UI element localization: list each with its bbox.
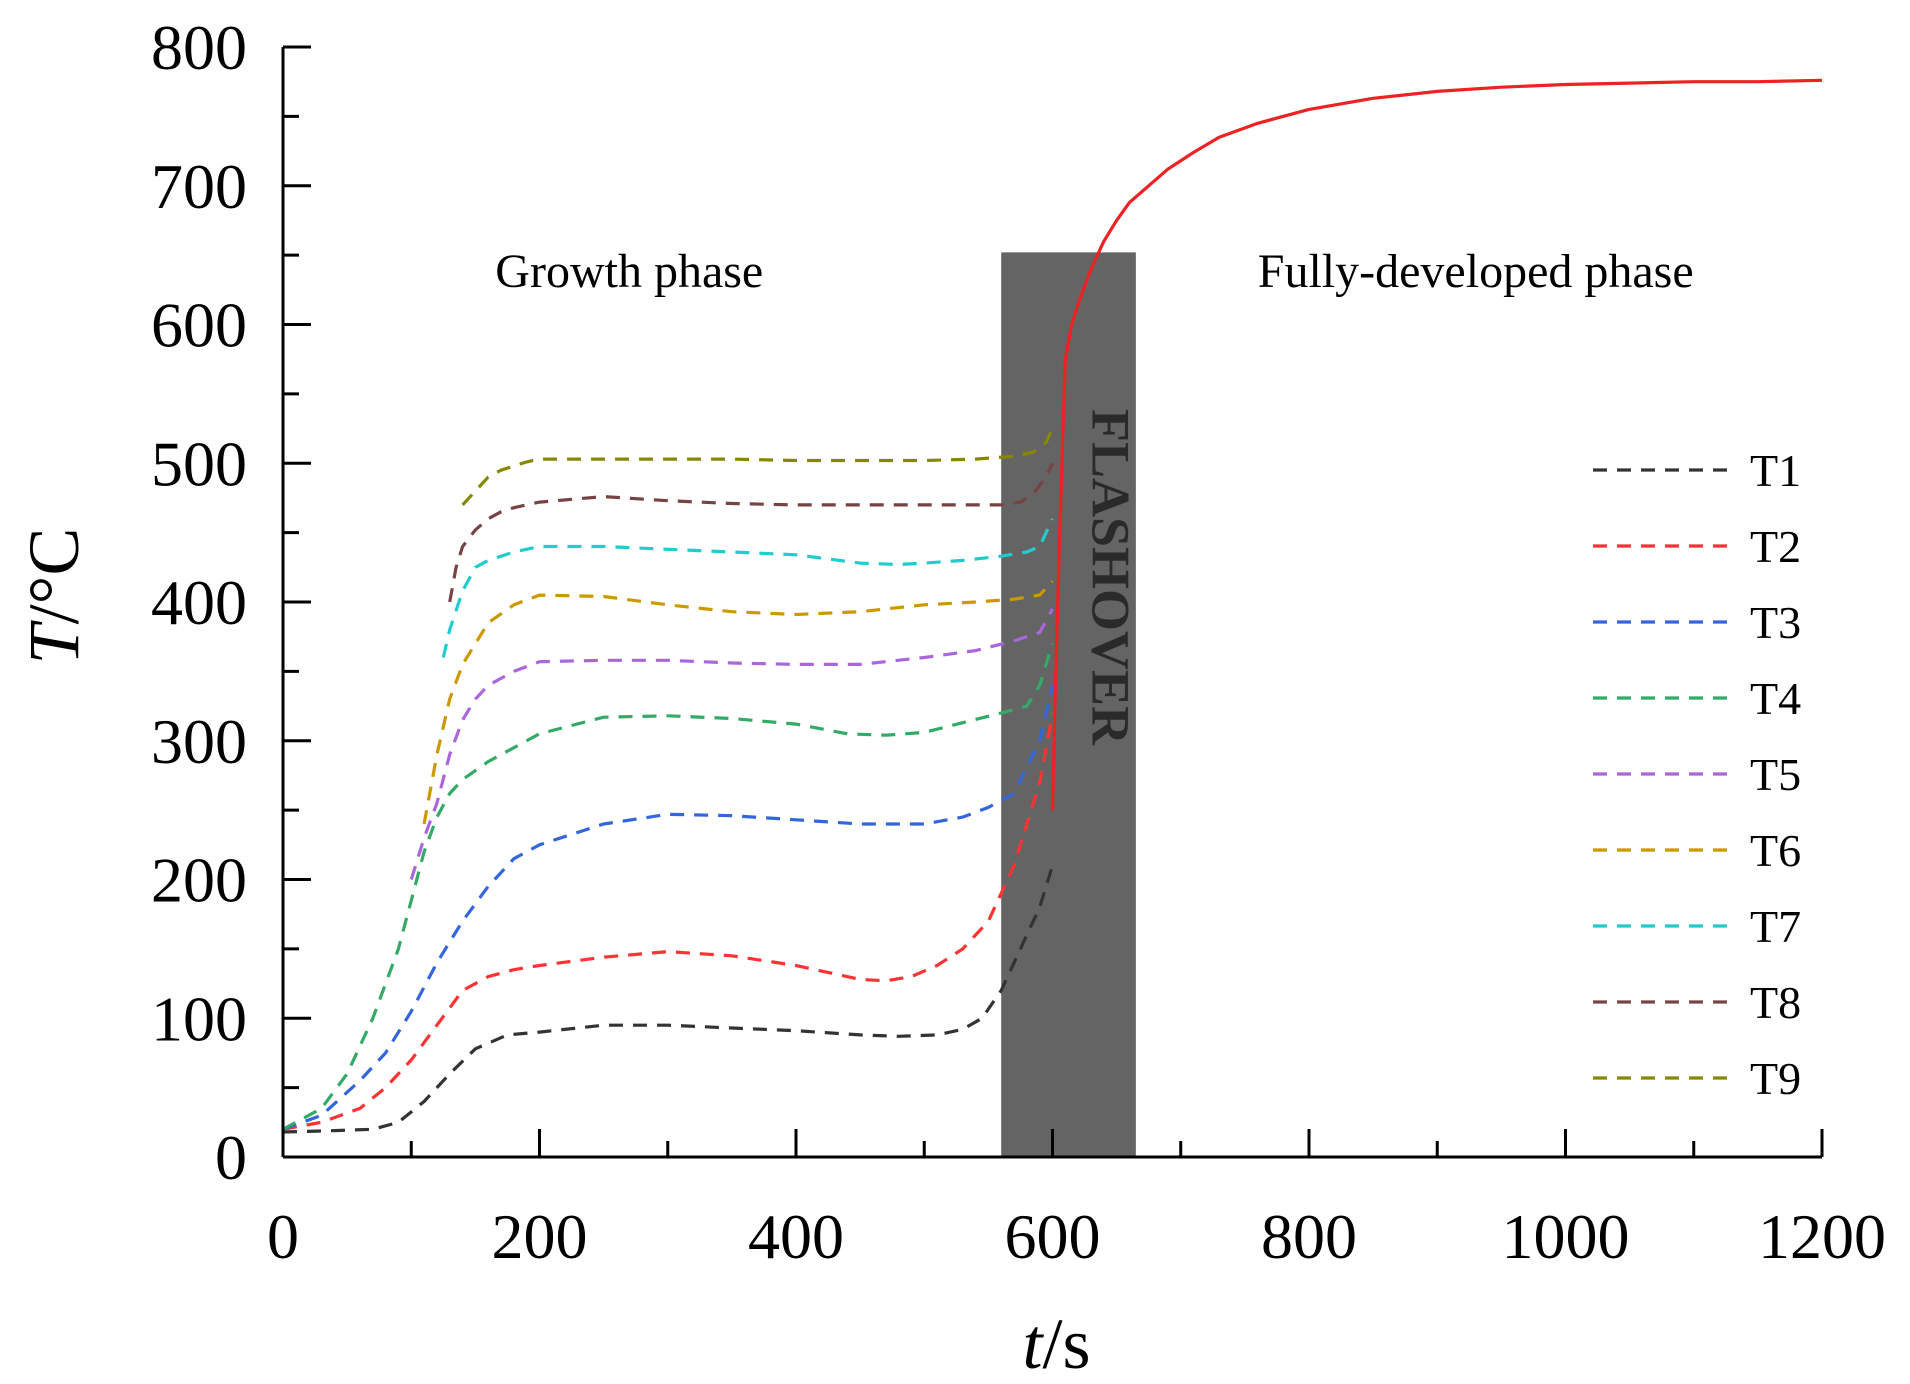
y-tick-label: 300 xyxy=(151,706,247,777)
y-tick-label: 500 xyxy=(151,428,247,499)
x-tick-label: 0 xyxy=(267,1201,299,1272)
y-tick-label: 100 xyxy=(151,983,247,1054)
y-tick-label: 700 xyxy=(151,151,247,222)
series-line-t8 xyxy=(448,462,1054,603)
x-tick-label: 200 xyxy=(492,1201,588,1272)
series-line-t5 xyxy=(409,608,1054,880)
series-line-t1 xyxy=(282,865,1055,1134)
x-tick-label: 1200 xyxy=(1758,1201,1886,1272)
y-tick-label: 200 xyxy=(151,845,247,916)
legend-label-t4: T4 xyxy=(1750,673,1801,724)
y-axis-title: T/°C xyxy=(14,528,94,665)
y-tick-label: 0 xyxy=(215,1122,247,1193)
y-tick-label: 400 xyxy=(151,567,247,638)
legend-label-t6: T6 xyxy=(1750,825,1801,876)
series-line-t6 xyxy=(422,580,1054,825)
series-line-t3 xyxy=(282,684,1055,1131)
flashover-band xyxy=(1001,252,1136,1158)
fully-developed-phase-label: Fully-developed phase xyxy=(1258,245,1694,298)
x-tick-label: 1000 xyxy=(1502,1201,1630,1272)
series-layer xyxy=(282,78,1823,1134)
series-line-t7 xyxy=(441,518,1054,658)
series-line-t4 xyxy=(282,643,1055,1131)
legend-label-t2: T2 xyxy=(1750,521,1801,572)
legend-label-t7: T7 xyxy=(1750,901,1801,952)
axes-layer: 0 100 200 300 400 500 600 700 800 0 200 400 600 800 10… xyxy=(151,12,1886,1272)
annotation-layer: t/s T/°C Growth phase Fully-developed phase… xyxy=(14,245,1694,1384)
legend-label-t9: T9 xyxy=(1750,1053,1801,1104)
x-tick-label: 400 xyxy=(748,1201,844,1272)
legend-label-t5: T5 xyxy=(1750,749,1801,800)
flashover-band-layer xyxy=(1001,252,1136,1158)
growth-phase-label: Growth phase xyxy=(495,245,763,298)
legend: T1 T2 T3 T4 T5 T6 T7 T8 T9 xyxy=(1593,445,1801,1104)
x-tick-label: 600 xyxy=(1005,1201,1101,1272)
legend-label-t3: T3 xyxy=(1750,597,1801,648)
x-tick-label: 800 xyxy=(1261,1201,1357,1272)
y-tick-label: 800 xyxy=(151,12,247,83)
series-line-fully-developed xyxy=(1050,78,1823,811)
legend-label-t8: T8 xyxy=(1750,977,1801,1028)
series-line-t9 xyxy=(461,427,1054,506)
series-line-t2 xyxy=(282,712,1055,1131)
legend-label-t1: T1 xyxy=(1750,445,1801,496)
x-axis-title: t/s xyxy=(1022,1304,1090,1384)
y-tick-label: 600 xyxy=(151,290,247,361)
flashover-label: FLASHOVER xyxy=(1081,409,1141,746)
